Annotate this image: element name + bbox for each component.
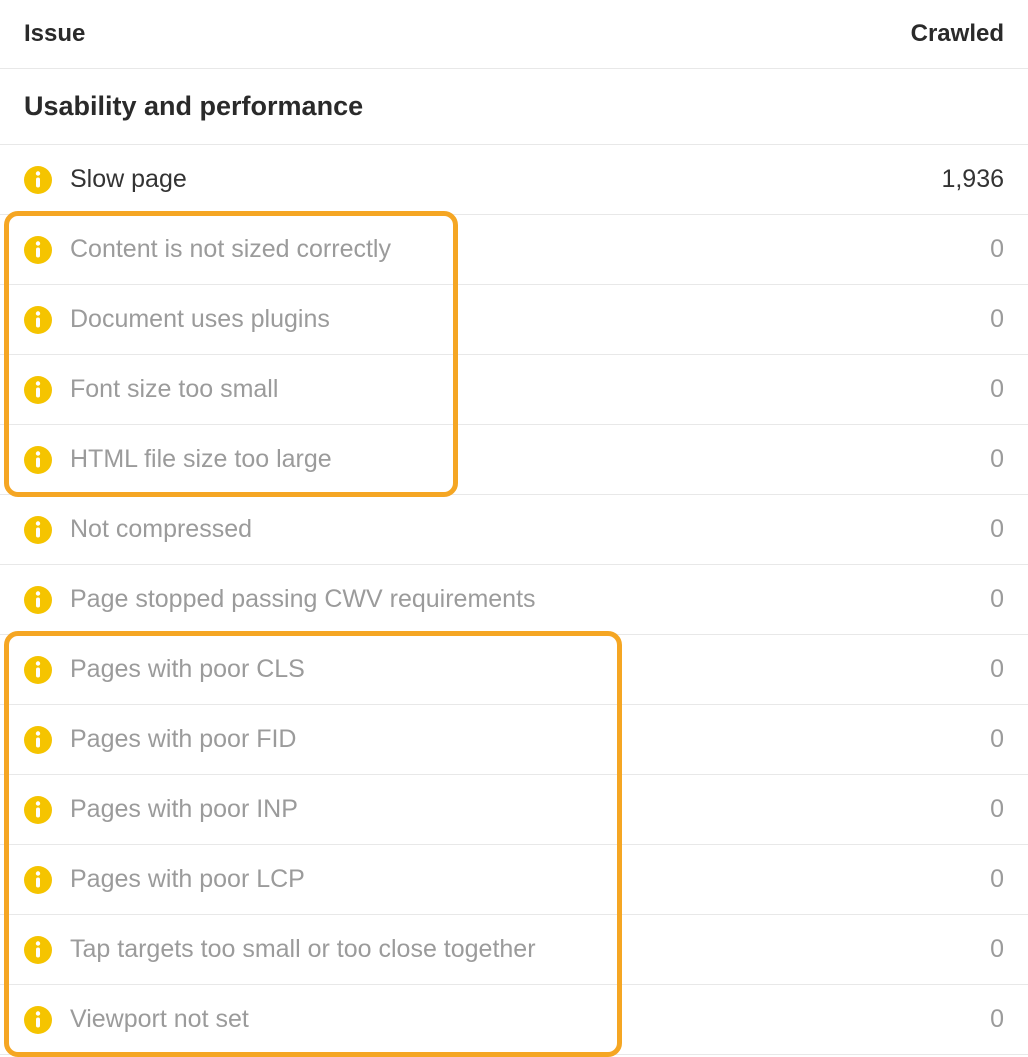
issue-label: Font size too small [70, 375, 990, 404]
info-icon [24, 936, 52, 964]
issue-label: Tap targets too small or too close toget… [70, 935, 990, 964]
issues-table: Issue Crawled Usability and performance … [0, 0, 1028, 1055]
info-icon [24, 586, 52, 614]
issue-row[interactable]: Viewport not set0 [0, 985, 1028, 1055]
issues-list: Slow page1,936 Content is not sized corr… [0, 145, 1028, 1055]
issue-row[interactable]: Not compressed0 [0, 495, 1028, 565]
issue-row[interactable]: Pages with poor LCP0 [0, 845, 1028, 915]
info-icon [24, 726, 52, 754]
issue-row[interactable]: Content is not sized correctly0 [0, 215, 1028, 285]
issue-count: 0 [990, 375, 1004, 404]
issue-count: 0 [990, 655, 1004, 684]
issue-label: Pages with poor LCP [70, 865, 990, 894]
issue-row[interactable]: Pages with poor CLS0 [0, 635, 1028, 705]
issue-count: 0 [990, 795, 1004, 824]
issue-count: 0 [990, 865, 1004, 894]
issue-count: 0 [990, 305, 1004, 334]
issue-count: 0 [990, 585, 1004, 614]
issue-count: 0 [990, 235, 1004, 264]
issue-label: Viewport not set [70, 1005, 990, 1034]
column-header-crawled: Crawled [911, 20, 1004, 48]
issue-count: 0 [990, 445, 1004, 474]
issue-row[interactable]: Pages with poor INP0 [0, 775, 1028, 845]
issue-label: HTML file size too large [70, 445, 990, 474]
table-header-row: Issue Crawled [0, 0, 1028, 69]
info-icon [24, 866, 52, 894]
issue-label: Page stopped passing CWV requirements [70, 585, 990, 614]
issue-count: 0 [990, 1005, 1004, 1034]
section-title: Usability and performance [0, 69, 1028, 145]
info-icon [24, 446, 52, 474]
info-icon [24, 236, 52, 264]
issue-label: Pages with poor CLS [70, 655, 990, 684]
info-icon [24, 376, 52, 404]
issue-row[interactable]: HTML file size too large0 [0, 425, 1028, 495]
info-icon [24, 1006, 52, 1034]
info-icon [24, 306, 52, 334]
issue-count: 1,936 [941, 165, 1004, 194]
info-icon [24, 656, 52, 684]
issue-label: Not compressed [70, 515, 990, 544]
info-icon [24, 516, 52, 544]
issue-row[interactable]: Document uses plugins0 [0, 285, 1028, 355]
issue-label: Content is not sized correctly [70, 235, 990, 264]
issue-row[interactable]: Pages with poor FID0 [0, 705, 1028, 775]
issue-label: Slow page [70, 165, 941, 194]
issue-label: Document uses plugins [70, 305, 990, 334]
issue-count: 0 [990, 515, 1004, 544]
info-icon [24, 166, 52, 194]
issue-row[interactable]: Tap targets too small or too close toget… [0, 915, 1028, 985]
issue-count: 0 [990, 725, 1004, 754]
issue-row[interactable]: Page stopped passing CWV requirements0 [0, 565, 1028, 635]
issue-label: Pages with poor INP [70, 795, 990, 824]
column-header-issue: Issue [24, 20, 85, 48]
info-icon [24, 796, 52, 824]
issue-row[interactable]: Font size too small0 [0, 355, 1028, 425]
issue-count: 0 [990, 935, 1004, 964]
issue-row[interactable]: Slow page1,936 [0, 145, 1028, 215]
issue-label: Pages with poor FID [70, 725, 990, 754]
